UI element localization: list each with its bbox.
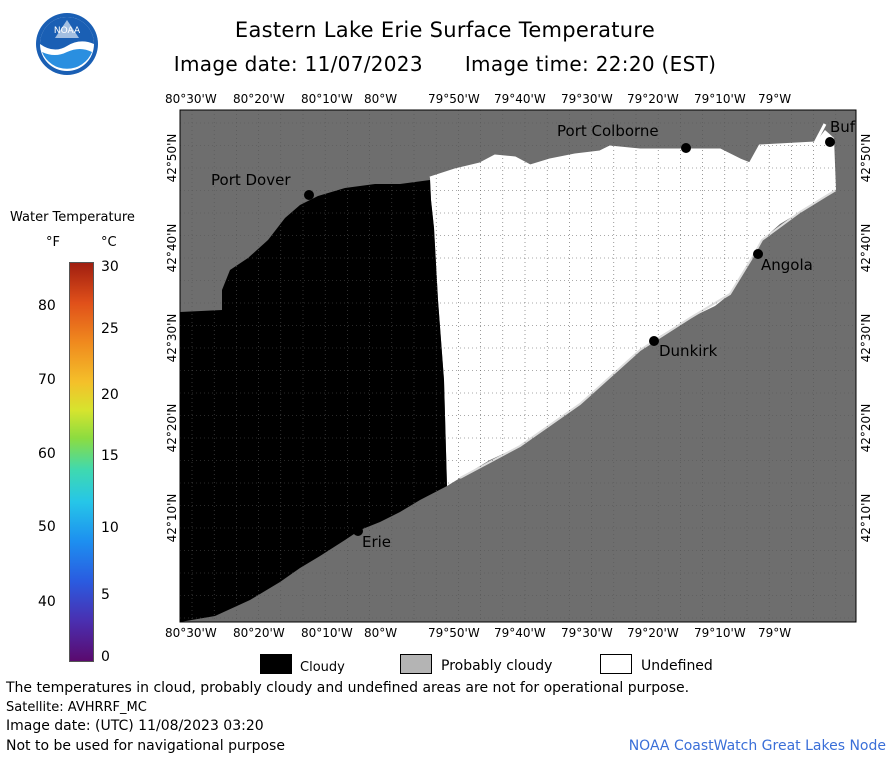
- temperature-colorbar: [69, 262, 94, 662]
- lat-tick-right: 42°40'N: [859, 223, 873, 273]
- city-label-erie: Erie: [362, 533, 392, 551]
- lat-tick-left: 42°50'N: [165, 133, 179, 183]
- celsius-label: 30: [101, 259, 119, 275]
- lon-tick-bottom: 79°30'W: [561, 626, 613, 640]
- lat-tick-left: 42°30'N: [165, 313, 179, 363]
- lat-tick-right: 42°20'N: [859, 403, 873, 453]
- lat-tick-left: 42°20'N: [165, 403, 179, 453]
- fahrenheit-label: 40: [38, 594, 56, 610]
- city-dot-angola: [753, 249, 763, 259]
- celsius-label: 10: [101, 520, 119, 536]
- city-label-buffalo: Buf: [830, 118, 856, 136]
- key-cloudy-label: Cloudy: [300, 660, 345, 675]
- credit-text: NOAA CoastWatch Great Lakes Node: [628, 738, 886, 754]
- city-dot-erie: [353, 526, 363, 536]
- noaa-logo: NOAA: [36, 13, 98, 75]
- city-dot-port-dover: [304, 190, 314, 200]
- lon-tick-top: 79°W: [758, 92, 792, 106]
- disclaimer-note: The temperatures in cloud, probably clou…: [6, 680, 690, 696]
- lon-tick-top: 80°W: [364, 92, 398, 106]
- key-undefined-label: Undefined: [641, 658, 713, 674]
- image-date: Image date: 11/07/2023: [173, 52, 423, 76]
- lat-tick-left: 42°10'N: [165, 493, 179, 543]
- fahrenheit-label: 80: [38, 298, 56, 314]
- lon-tick-bottom: 80°10'W: [301, 626, 353, 640]
- legend-title: Water Temperature: [10, 210, 135, 225]
- city-label-port-colborne: Port Colborne: [557, 122, 659, 140]
- map-border: [179, 109, 857, 623]
- lon-tick-bottom: 80°W: [364, 626, 398, 640]
- lon-tick-bottom: 79°20'W: [627, 626, 679, 640]
- south-shore-outline: [459, 189, 837, 479]
- lat-tick-right: 42°10'N: [859, 493, 873, 543]
- lon-tick-top: 79°30'W: [561, 92, 613, 106]
- page-title: Eastern Lake Erie Surface Temperature: [234, 18, 656, 42]
- celsius-label: 5: [101, 587, 110, 603]
- lon-tick-bottom: 79°50'W: [428, 626, 480, 640]
- fahrenheit-label: 70: [38, 372, 56, 388]
- lon-tick-bottom: 80°30'W: [165, 626, 217, 640]
- undefined-water-region: [430, 130, 836, 486]
- legend-unit-f: °F: [46, 235, 60, 250]
- city-label-dunkirk: Dunkirk: [659, 342, 718, 360]
- key-probably-cloudy-swatch: [400, 654, 432, 674]
- utc-date-note: Image date: (UTC) 11/08/2023 03:20: [6, 718, 264, 734]
- city-label-port-dover: Port Dover: [211, 171, 291, 189]
- lon-tick-top: 79°40'W: [494, 92, 546, 106]
- lon-tick-bottom: 80°20'W: [233, 626, 285, 640]
- celsius-label: 20: [101, 387, 119, 403]
- city-label-angola: Angola: [761, 256, 813, 274]
- lon-tick-top: 79°50'W: [428, 92, 480, 106]
- lat-tick-left: 42°40'N: [165, 223, 179, 273]
- lon-tick-top: 80°30'W: [165, 92, 217, 106]
- satellite-note: Satellite: AVHRRF_MC: [6, 700, 147, 715]
- fahrenheit-label: 50: [38, 519, 56, 535]
- key-cloudy-swatch: [260, 654, 292, 674]
- lon-tick-top: 79°10'W: [694, 92, 746, 106]
- lon-tick-bottom: 79°40'W: [494, 626, 546, 640]
- city-dot-port-colborne: [681, 143, 691, 153]
- navigation-note: Not to be used for navigational purpose: [6, 738, 285, 754]
- lon-tick-bottom: 79°10'W: [694, 626, 746, 640]
- lat-tick-right: 42°50'N: [859, 133, 873, 183]
- image-date-time: Image date: 11/07/2023 Image time: 22:20 …: [140, 52, 750, 76]
- fahrenheit-label: 60: [38, 446, 56, 462]
- key-probably-cloudy-label: Probably cloudy: [441, 658, 553, 674]
- celsius-label: 15: [101, 448, 119, 464]
- lon-tick-top: 79°20'W: [627, 92, 679, 106]
- cloud-region: [180, 180, 447, 622]
- svg-text:NOAA: NOAA: [54, 26, 81, 36]
- lat-tick-right: 42°30'N: [859, 313, 873, 363]
- lon-tick-bottom: 79°W: [758, 626, 792, 640]
- legend-unit-c: °C: [101, 235, 117, 250]
- graticule: [180, 110, 856, 622]
- city-dot-dunkirk: [649, 336, 659, 346]
- north-shore-outline: [429, 123, 827, 180]
- key-undefined-swatch: [600, 654, 632, 674]
- celsius-label: 0: [101, 649, 110, 665]
- city-dot-buffalo: [825, 137, 835, 147]
- celsius-label: 25: [101, 321, 119, 337]
- lon-tick-top: 80°10'W: [301, 92, 353, 106]
- image-time: Image time: 22:20 (EST): [464, 52, 717, 76]
- lon-tick-top: 80°20'W: [233, 92, 285, 106]
